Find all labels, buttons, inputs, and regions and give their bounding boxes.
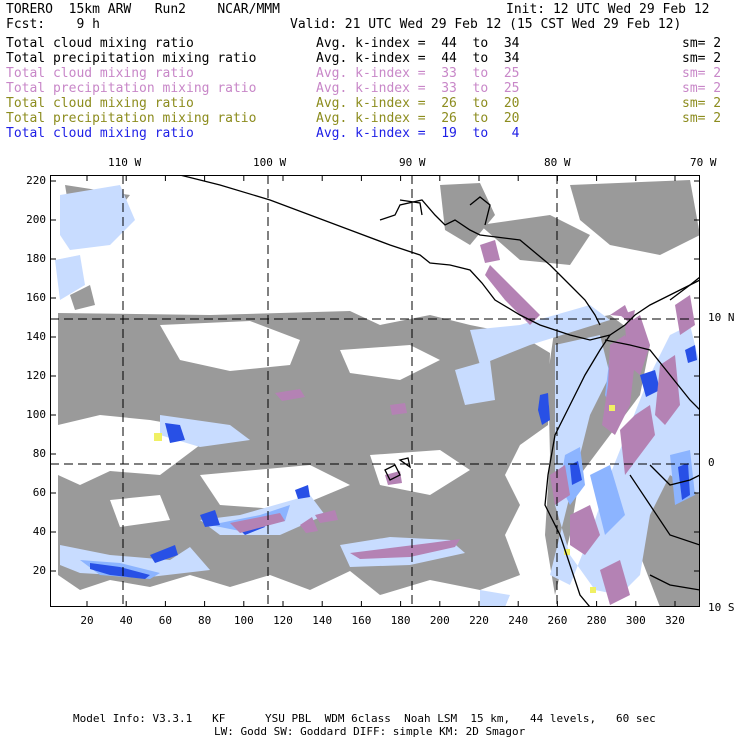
x-tick-label: 300 xyxy=(625,614,646,627)
legend-row: Total cloud mixing ratio Avg. k-index = 3… xyxy=(6,66,730,81)
x-tick-label: 200 xyxy=(429,614,450,627)
lat-label: 10 S xyxy=(708,601,735,614)
x-tick-label: 160 xyxy=(351,614,372,627)
legend-smooth: sm= 2 xyxy=(682,36,722,51)
y-tick-label: 60 xyxy=(32,486,46,499)
y-tick-label: 200 xyxy=(26,213,46,226)
y-tick-label: 100 xyxy=(26,408,46,421)
legend-row: Total precipitation mixing ratio Avg. k-i… xyxy=(6,111,730,126)
lat-label: 10 N xyxy=(708,311,735,324)
y-tick-label: 120 xyxy=(26,369,46,382)
coastline xyxy=(179,175,700,607)
map-plot xyxy=(50,175,700,607)
x-tick-label: 80 xyxy=(197,614,212,627)
legend-index: Avg. k-index = 33 to 25 xyxy=(316,66,520,81)
x-tick-label: 140 xyxy=(312,614,333,627)
x-tick-label: 40 xyxy=(119,614,133,627)
x-tick-label: 100 xyxy=(233,614,254,627)
legend-field: Total cloud mixing ratio xyxy=(6,66,194,81)
axis-ticks xyxy=(50,175,700,607)
x-tick-label: 60 xyxy=(158,614,173,627)
legend-index: Avg. k-index = 44 to 34 xyxy=(316,36,520,51)
model-title: TORERO 15km ARW Run2 NCAR/MMM xyxy=(6,2,280,17)
lat-label: 0 xyxy=(708,456,715,469)
y-tick-label: 140 xyxy=(26,330,46,343)
init-time: Init: 12 UTC Wed 29 Feb 12 xyxy=(506,2,710,17)
legend-row: Total cloud mixing ratio Avg. k-index = 4… xyxy=(6,36,730,51)
y-tick-label: 180 xyxy=(26,252,46,265)
legend-smooth: sm= 2 xyxy=(682,111,722,126)
lon-label: 90 W xyxy=(399,156,426,169)
y-tick-label: 80 xyxy=(32,447,46,460)
legend-index: Avg. k-index = 33 to 25 xyxy=(316,81,520,96)
x-tick-label: 240 xyxy=(508,614,529,627)
x-tick-label: 220 xyxy=(469,614,489,627)
x-tick-label: 320 xyxy=(665,614,685,627)
legend-field: Total cloud mixing ratio xyxy=(6,96,194,111)
y-tick-label: 20 xyxy=(32,564,46,577)
legend-field: Total precipitation mixing ratio xyxy=(6,111,257,126)
plot-frame xyxy=(50,175,700,607)
legend-field: Total cloud mixing ratio xyxy=(6,126,194,141)
legend-field: Total precipitation mixing ratio xyxy=(6,81,257,96)
x-tick-label: 20 xyxy=(80,614,94,627)
legend-smooth: sm= 2 xyxy=(682,96,722,111)
x-tick-label: 180 xyxy=(390,614,411,627)
lon-label: 80 W xyxy=(544,156,571,169)
legend-index: Avg. k-index = 26 to 20 xyxy=(316,96,520,111)
y-tick-label: 40 xyxy=(32,525,46,538)
legend-smooth: sm= 2 xyxy=(682,66,722,81)
graticule xyxy=(50,175,700,607)
legend-field: Total cloud mixing ratio xyxy=(6,36,194,51)
legend-index: Avg. k-index = 19 to 4 xyxy=(316,126,520,141)
forecast-hour: Fcst: 9 h xyxy=(6,17,100,32)
cloud-field-yellow xyxy=(154,405,615,593)
lon-label: 100 W xyxy=(253,156,287,169)
valid-time: Valid: 21 UTC Wed 29 Feb 12 (15 CST Wed … xyxy=(290,17,682,32)
legend-index: Avg. k-index = 26 to 20 xyxy=(316,111,520,126)
model-info-line2: LW: Godd SW: Goddard DIFF: simple KM: 2D… xyxy=(214,725,526,738)
legend-smooth: sm= 2 xyxy=(682,51,722,66)
y-tick-label: 220 xyxy=(26,174,46,187)
legend-row: Total precipitation mixing ratio Avg. k-i… xyxy=(6,81,730,96)
x-tick-label: 260 xyxy=(547,614,568,627)
lon-label: 70 W xyxy=(690,156,717,169)
model-info-line1: Model Info: V3.3.1 KF YSU PBL WDM 6class… xyxy=(73,712,656,725)
x-tick-label: 120 xyxy=(273,614,293,627)
legend-row: Total precipitation mixing ratio Avg. k-i… xyxy=(6,51,730,66)
legend-smooth: sm= 2 xyxy=(682,81,722,96)
legend-row: Total cloud mixing ratio Avg. k-index = 1… xyxy=(6,126,730,141)
legend-row: Total cloud mixing ratio Avg. k-index = 2… xyxy=(6,96,730,111)
y-tick-label: 160 xyxy=(26,291,46,304)
legend-index: Avg. k-index = 44 to 34 xyxy=(316,51,520,66)
legend-field: Total precipitation mixing ratio xyxy=(6,51,257,66)
lon-label: 110 W xyxy=(108,156,142,169)
x-tick-label: 280 xyxy=(586,614,607,627)
